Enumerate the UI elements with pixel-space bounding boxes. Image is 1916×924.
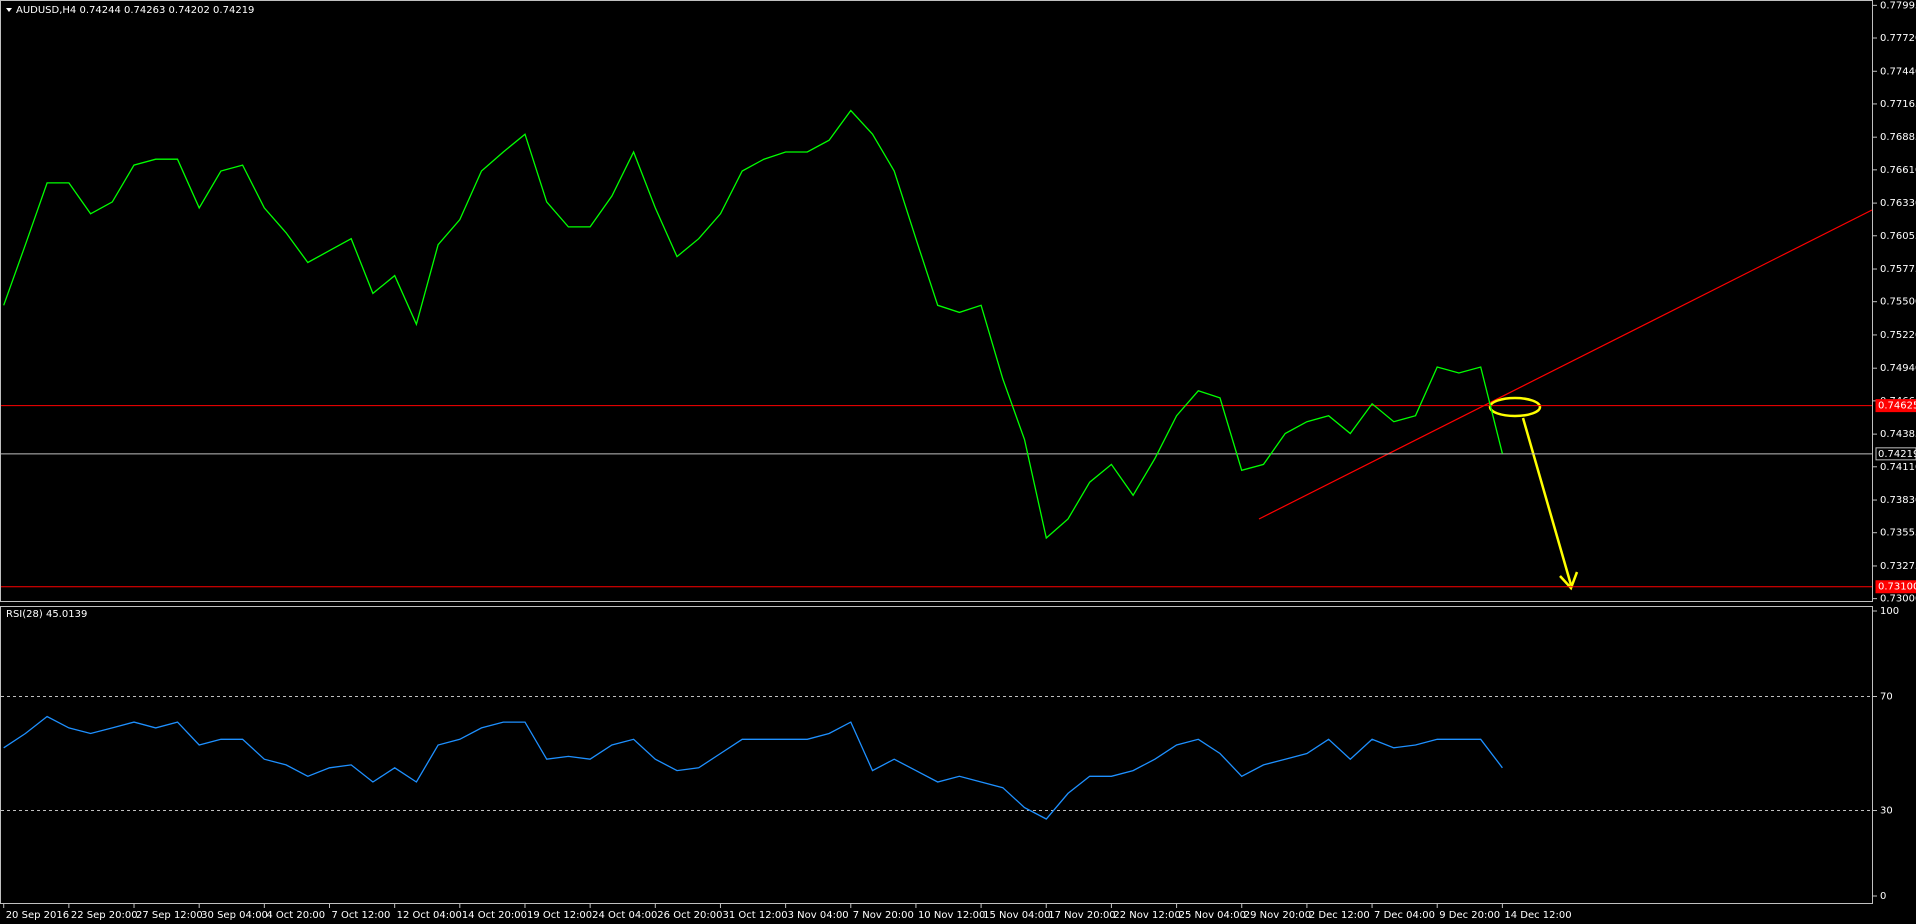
level-label-box	[1875, 399, 1916, 413]
y-tick-label: 0.76885	[1880, 132, 1916, 143]
level-label: 0.74625	[1878, 401, 1916, 412]
x-tick-label: 15 Nov 04:00	[983, 910, 1050, 921]
y-tick-label: 0.77995	[1880, 0, 1916, 11]
menu-triangle[interactable]	[6, 8, 12, 12]
rsi-panel-frame	[0, 606, 1873, 904]
y-tick-label: 0	[1880, 891, 1886, 902]
trend-line	[1258, 209, 1873, 520]
x-tick-label: 25 Nov 04:00	[1179, 910, 1246, 921]
x-tick-label: 14 Oct 20:00	[462, 910, 527, 921]
y-tick-label: 0.74385	[1880, 429, 1916, 440]
rsi-title: RSI(28) 45.0139	[6, 609, 87, 620]
y-tick-label: 0.73555	[1880, 528, 1916, 539]
x-tick-label: 9 Dec 20:00	[1439, 910, 1500, 921]
y-tick-label: 0.77165	[1880, 99, 1916, 110]
level-label-box	[1875, 580, 1916, 594]
series-line	[3, 715, 1503, 820]
x-tick-label: 2 Dec 12:00	[1309, 910, 1370, 921]
x-tick-label: 19 Oct 12:00	[527, 910, 592, 921]
y-tick-label: 0.76055	[1880, 231, 1916, 242]
y-tick-label: 0.75775	[1880, 264, 1916, 275]
highlight-ellipse	[1488, 396, 1542, 418]
y-tick-label: 30	[1880, 806, 1893, 817]
x-tick-label: 4 Oct 20:00	[266, 910, 325, 921]
level-label: 0.74219	[1878, 449, 1916, 460]
x-tick-label: 10 Nov 12:00	[918, 910, 985, 921]
x-tick-label: 17 Nov 20:00	[1048, 910, 1115, 921]
y-tick-label: 0.73275	[1880, 561, 1916, 572]
x-tick-label: 20 Sep 2016	[6, 910, 69, 921]
level-label-box	[1875, 447, 1916, 461]
x-tick-label: 3 Nov 04:00	[788, 910, 849, 921]
x-tick-label: 12 Oct 04:00	[397, 910, 462, 921]
y-tick-label: 100	[1880, 606, 1899, 617]
y-tick-label: 70	[1880, 692, 1893, 703]
x-tick-label: 26 Oct 20:00	[657, 910, 722, 921]
x-tick-label: 29 Nov 20:00	[1244, 910, 1311, 921]
x-tick-label: 14 Dec 12:00	[1504, 910, 1571, 921]
x-tick-label: 7 Dec 04:00	[1374, 910, 1435, 921]
price-title: AUDUSD,H4 0.74244 0.74263 0.74202 0.7421…	[16, 5, 254, 16]
x-tick-label: 30 Sep 04:00	[201, 910, 268, 921]
arrow-shaft	[1521, 417, 1573, 586]
x-tick-label: 31 Oct 12:00	[722, 910, 787, 921]
x-tick-label: 22 Nov 12:00	[1113, 910, 1180, 921]
price-panel-frame	[0, 0, 1873, 602]
x-tick-label: 22 Sep 20:00	[71, 910, 138, 921]
x-tick-label: 7 Oct 12:00	[332, 910, 391, 921]
x-tick-label: 24 Oct 04:00	[592, 910, 657, 921]
arrow-head	[1559, 571, 1579, 591]
series-line	[3, 109, 1504, 540]
level-label: 0.73100	[1878, 582, 1916, 593]
x-tick-label: 27 Sep 12:00	[136, 910, 203, 921]
x-tick-label: 7 Nov 20:00	[853, 910, 914, 921]
